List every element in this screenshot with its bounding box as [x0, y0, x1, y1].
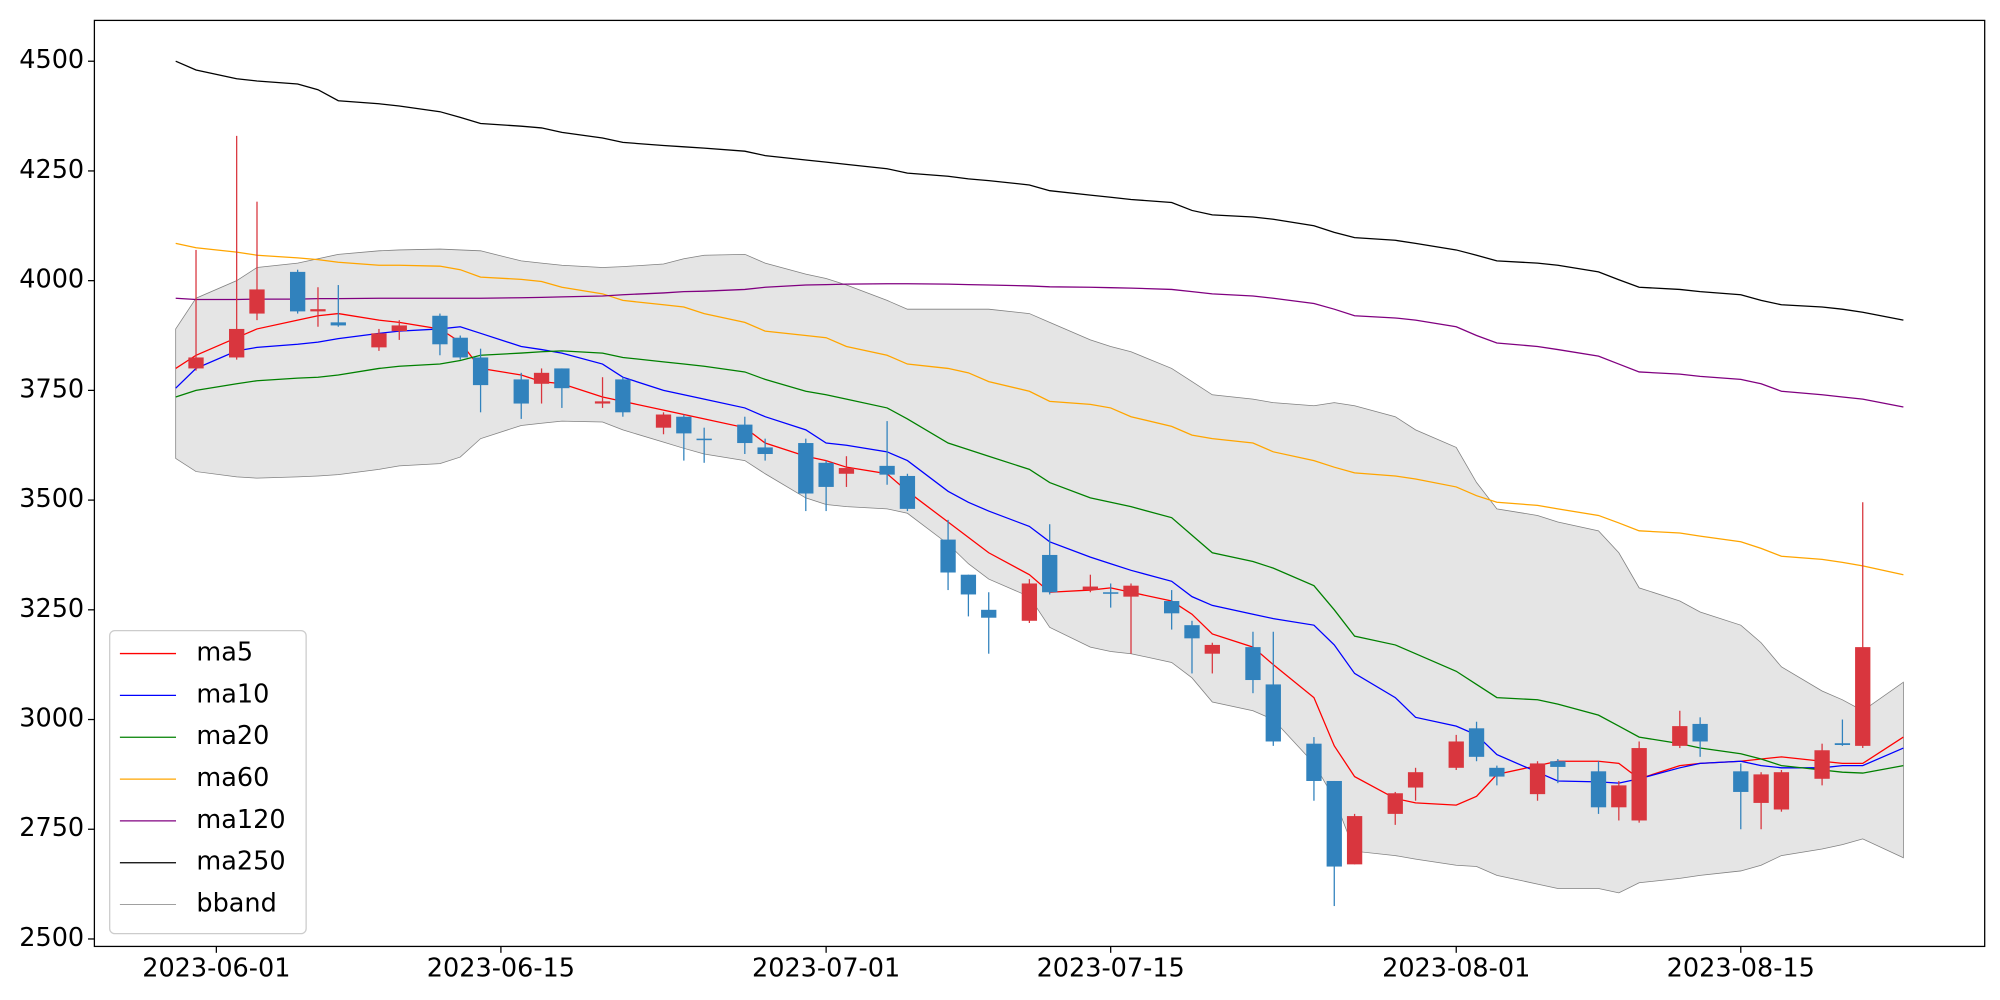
candle-body	[391, 325, 407, 332]
candle-body	[696, 438, 712, 441]
legend-label: ma120	[196, 805, 285, 835]
candle-body	[615, 379, 631, 413]
candle-body	[1164, 601, 1180, 614]
x-tick-label: 2023-06-15	[427, 953, 575, 983]
y-tick-label: 4250	[19, 155, 84, 185]
candle-body	[1103, 592, 1119, 594]
candle-body	[1306, 743, 1322, 781]
legend-label: ma250	[196, 847, 285, 877]
candle-body	[452, 337, 468, 358]
legend: ma5 ma10 ma20 ma60 ma120 ma250 bband	[109, 629, 307, 935]
candle-body	[1855, 647, 1871, 746]
candle-body	[1692, 723, 1708, 742]
candle-body	[655, 414, 672, 428]
candle-body	[1245, 647, 1261, 681]
candle-body	[1468, 728, 1485, 757]
y-tick-label: 3250	[19, 594, 84, 624]
x-tick-label: 2023-06-01	[142, 953, 290, 983]
plot-frame	[93, 19, 1986, 948]
candle-body	[1489, 767, 1505, 777]
candle-body	[960, 574, 977, 595]
legend-label: ma60	[196, 763, 269, 793]
candle-body	[737, 424, 753, 444]
candle-body	[1407, 772, 1424, 788]
y-tick-label: 4000	[19, 265, 84, 295]
candle-body	[940, 539, 956, 573]
candle-body	[1021, 583, 1038, 621]
ma-line	[175, 326, 1904, 784]
y-tick-label: 3500	[19, 484, 84, 514]
x-tick-label: 2023-08-01	[1382, 953, 1530, 983]
candle-body	[1326, 780, 1342, 867]
candle-body	[513, 379, 529, 404]
candle-body	[798, 443, 814, 494]
candle-body	[1082, 586, 1099, 591]
candle-body	[1834, 743, 1851, 745]
candle-body	[1448, 741, 1464, 768]
ma-line	[175, 283, 1904, 408]
x-tick-label: 2023-07-01	[752, 953, 900, 983]
legend-label: ma20	[196, 721, 269, 751]
candle-body	[289, 271, 306, 312]
candle-body	[676, 416, 692, 434]
candle-body	[1733, 771, 1749, 792]
candle-body	[310, 309, 326, 312]
candle-body	[533, 372, 550, 384]
candle-body	[1773, 772, 1790, 810]
candle-body	[1184, 625, 1200, 639]
candle-body	[1753, 774, 1769, 803]
candle-body	[472, 357, 489, 386]
candle-body	[981, 609, 997, 618]
candle-body	[1265, 684, 1281, 742]
candle-body	[899, 475, 916, 509]
candle-body	[1631, 748, 1647, 821]
candle-body	[432, 315, 448, 345]
candle-body	[554, 368, 570, 389]
legend-label: ma5	[196, 638, 253, 668]
ma-line	[175, 350, 1904, 774]
candle-body	[1611, 785, 1627, 808]
candle-body	[1550, 761, 1566, 767]
ma-line	[175, 242, 1904, 576]
y-tick-label: 2750	[19, 813, 84, 843]
candle-body	[1346, 816, 1363, 865]
y-tick-label: 2500	[19, 923, 84, 953]
candle-body	[1529, 763, 1546, 795]
x-tick-label: 2023-07-15	[1037, 953, 1185, 983]
candle-body	[1042, 554, 1058, 593]
candle-body	[757, 447, 773, 455]
y-tick-label: 4500	[19, 45, 84, 75]
legend-label: bband	[196, 889, 276, 919]
y-tick-label: 3750	[19, 374, 84, 404]
legend-box	[109, 629, 307, 935]
candle-body	[1814, 750, 1830, 779]
candle-body	[249, 289, 265, 314]
x-tick-label: 2023-08-15	[1667, 953, 1815, 983]
candle-body	[188, 357, 204, 369]
y-tick-label: 3000	[19, 704, 84, 734]
candle-body	[1387, 793, 1403, 814]
candle-body	[1204, 644, 1220, 654]
ma-line	[175, 60, 1904, 321]
candle-body	[229, 328, 245, 358]
legend-label: ma10	[196, 679, 269, 709]
candle-body	[879, 465, 895, 475]
candle-body	[838, 468, 855, 474]
candle-body	[371, 333, 387, 348]
candle-body	[330, 322, 346, 326]
candle-body	[1123, 585, 1139, 597]
candle-body	[1590, 771, 1607, 808]
candle-body	[1672, 726, 1688, 746]
candle-body	[818, 462, 834, 487]
candle-body	[594, 401, 611, 404]
